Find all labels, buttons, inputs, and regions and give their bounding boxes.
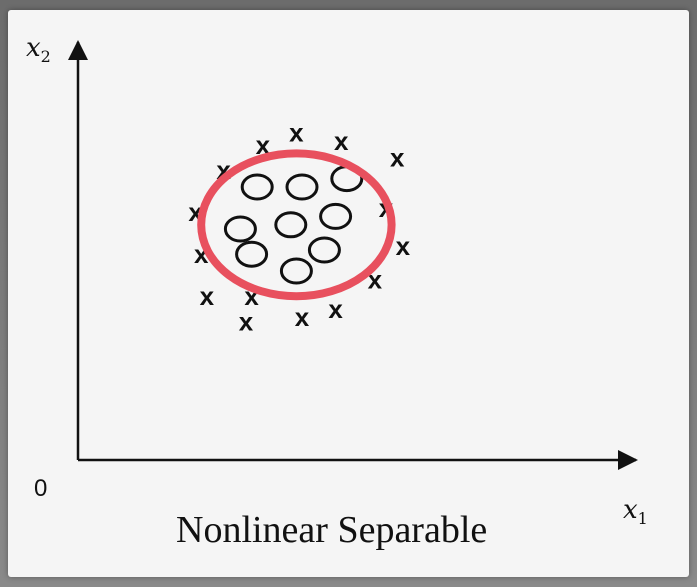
o-marker-0 <box>240 173 274 201</box>
o-marker-7 <box>307 236 341 264</box>
y-axis-label: x2 <box>26 33 51 66</box>
o-marker-1 <box>285 173 319 201</box>
x-axis-label-sub: 1 <box>638 509 648 528</box>
x-marker-10: x <box>200 281 215 311</box>
x-marker-4: x <box>390 143 405 173</box>
x-axis-label: x1 <box>623 495 648 528</box>
x-marker-12: x <box>295 302 310 332</box>
x-axis-label-var: x <box>623 495 638 525</box>
decision-boundary-circle <box>197 149 396 301</box>
y-axis-label-sub: 2 <box>41 47 51 66</box>
o-marker-6 <box>235 240 269 268</box>
caption: Nonlinear Separable <box>176 509 487 551</box>
o-marker-5 <box>319 202 353 230</box>
x-marker-7: x <box>396 231 411 261</box>
x-marker-0: x <box>289 117 304 147</box>
y-axis-label-var: x <box>26 33 41 63</box>
origin-label: 0 <box>34 475 47 502</box>
x-marker-14: x <box>239 306 254 336</box>
x-marker-13: x <box>328 294 343 324</box>
x-marker-1: x <box>256 130 271 160</box>
o-marker-3 <box>223 215 257 243</box>
o-marker-8 <box>279 257 313 285</box>
x-marker-2: x <box>334 126 349 156</box>
o-marker-4 <box>274 211 308 239</box>
